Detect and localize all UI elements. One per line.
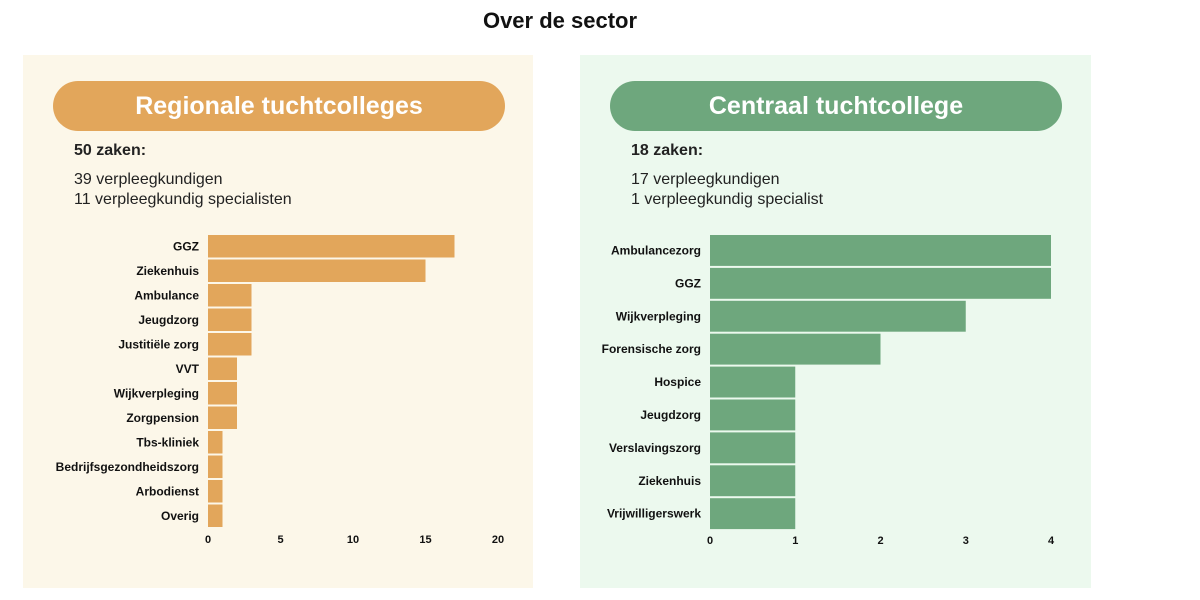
central-case-count: 18 zaken: xyxy=(631,142,704,159)
regional-bar xyxy=(208,333,252,356)
regional-bar xyxy=(208,259,426,282)
central-bar xyxy=(710,235,1051,266)
page-title: Over de sector xyxy=(482,8,638,33)
central-bar xyxy=(710,333,881,365)
regional-summary: 50 zaken: 39 verpleegkundigen 11 verplee… xyxy=(74,142,292,210)
central-summary-line: 1 verpleegkundig specialist xyxy=(631,191,824,208)
central-category-label: Ziekenhuis xyxy=(638,474,701,488)
central-category-label: Vrijwilligerswerk xyxy=(607,507,701,521)
regional-category-label: Arbodienst xyxy=(136,484,199,498)
regional-bar xyxy=(208,406,237,429)
central-panel: Centraal tuchtcollege 18 zaken: 17 verpl… xyxy=(580,55,1091,588)
regional-category-label: Zorgpension xyxy=(126,411,199,425)
regional-bar xyxy=(208,284,252,307)
central-category-label: Wijkverpleging xyxy=(616,309,701,323)
regional-tick-label: 0 xyxy=(205,534,211,546)
central-tick-label: 0 xyxy=(707,535,713,547)
regional-heading: Regionale tuchtcolleges xyxy=(53,81,505,131)
central-tick-label: 3 xyxy=(963,535,969,547)
regional-bar xyxy=(208,382,237,405)
regional-bar xyxy=(208,235,455,258)
central-bar xyxy=(710,498,796,530)
central-heading: Centraal tuchtcollege xyxy=(610,81,1062,131)
central-bar xyxy=(710,432,796,464)
regional-tick-label: 10 xyxy=(347,534,359,546)
central-category-label: Forensische zorg xyxy=(602,342,701,356)
regional-case-count: 50 zaken: xyxy=(74,142,147,159)
central-bar xyxy=(710,300,966,332)
regional-category-label: Tbs-kliniek xyxy=(136,435,199,449)
regional-category-label: VVT xyxy=(176,362,200,376)
regional-summary-line: 11 verpleegkundig specialisten xyxy=(74,191,292,208)
central-tick-label: 1 xyxy=(792,535,798,547)
central-summary: 18 zaken: 17 verpleegkundigen 1 verpleeg… xyxy=(631,142,823,210)
regional-tick-label: 15 xyxy=(419,534,431,546)
regional-category-label: Ambulance xyxy=(134,288,199,302)
regional-bar xyxy=(208,504,223,527)
regional-panel: Regionale tuchtcolleges 50 zaken: 39 ver… xyxy=(23,55,533,588)
central-bar xyxy=(710,399,796,431)
central-bar xyxy=(710,366,796,398)
central-tick-label: 2 xyxy=(877,535,883,547)
central-tick-label: 4 xyxy=(1048,535,1055,547)
regional-category-label: Overig xyxy=(161,509,199,523)
central-category-label: Verslavingszorg xyxy=(609,441,701,455)
regional-category-label: GGZ xyxy=(173,239,199,253)
regional-category-label: Ziekenhuis xyxy=(136,264,199,278)
regional-bar xyxy=(208,455,223,478)
regional-category-label: Justitiële zorg xyxy=(118,337,199,351)
regional-bar xyxy=(208,480,223,503)
central-bar xyxy=(710,465,796,497)
regional-bar xyxy=(208,431,223,454)
central-category-label: Jeugdzorg xyxy=(640,408,701,422)
central-bar xyxy=(710,267,1051,299)
regional-bar xyxy=(208,357,237,380)
regional-bar xyxy=(208,308,252,331)
regional-summary-line: 39 verpleegkundigen xyxy=(74,171,223,188)
central-category-label: Hospice xyxy=(654,375,701,389)
regional-tick-label: 20 xyxy=(492,534,504,546)
regional-category-label: Wijkverpleging xyxy=(114,386,199,400)
regional-category-label: Bedrijfsgezondheidszorg xyxy=(56,460,199,474)
regional-tick-label: 5 xyxy=(277,534,283,546)
regional-category-label: Jeugdzorg xyxy=(138,313,199,327)
central-summary-line: 17 verpleegkundigen xyxy=(631,171,780,188)
central-category-label: GGZ xyxy=(675,276,701,290)
central-category-label: Ambulancezorg xyxy=(611,243,701,257)
